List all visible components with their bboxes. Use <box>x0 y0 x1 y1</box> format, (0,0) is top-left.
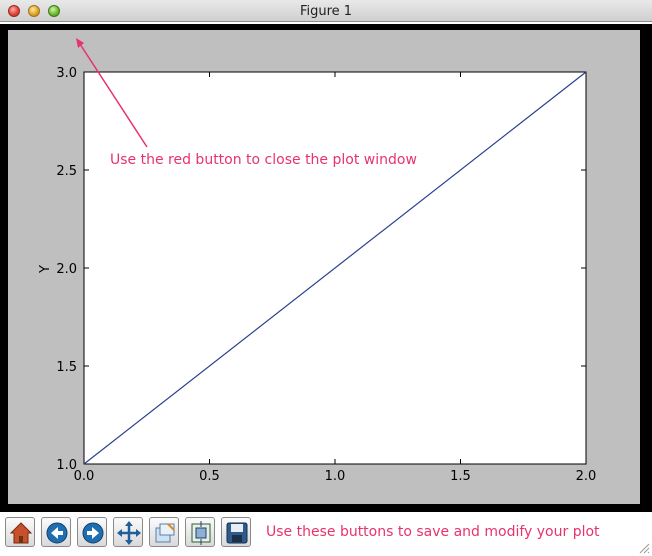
axis-ticks: 0.0 0.5 1.0 1.5 2.0 1.0 1.5 2.0 2.5 3.0 <box>56 66 596 484</box>
pan-button[interactable] <box>113 517 143 547</box>
save-button[interactable] <box>221 517 251 547</box>
x-tick-label: 1.5 <box>450 469 471 484</box>
zoom-window-button[interactable] <box>48 5 60 17</box>
resize-grip-icon[interactable] <box>638 542 650 554</box>
x-tick-label: 0.0 <box>74 469 95 484</box>
y-tick-label: 2.5 <box>56 164 77 179</box>
x-tick-label: 2.0 <box>576 469 597 484</box>
save-icon <box>226 522 248 544</box>
home-icon <box>9 522 33 544</box>
window-title: Figure 1 <box>299 4 353 19</box>
subplots-button[interactable] <box>185 517 215 547</box>
x-tick-label: 0.5 <box>199 469 220 484</box>
navigation-toolbar: Use these buttons to save and modify you… <box>0 512 652 556</box>
series-line-0 <box>83 71 587 465</box>
y-tick-label: 1.0 <box>56 458 77 473</box>
forward-button[interactable] <box>77 517 107 547</box>
back-arrow-icon <box>46 522 68 544</box>
forward-arrow-icon <box>82 522 104 544</box>
plot-svg: 0.0 0.5 1.0 1.5 2.0 1.0 1.5 2.0 2.5 3.0 Y Use the… <box>38 38 596 484</box>
zoom-button[interactable] <box>149 517 179 547</box>
toolbar-hint-text: Use these buttons to save and modify you… <box>266 524 600 540</box>
y-tick-label: 3.0 <box>56 66 77 81</box>
series-group <box>83 71 587 465</box>
y-axis-label: Y <box>38 265 53 274</box>
y-tick-label: 1.5 <box>56 360 77 375</box>
y-tick-label: 2.0 <box>56 262 77 277</box>
minimize-button[interactable] <box>28 5 40 17</box>
figure-canvas[interactable]: 0.0 0.5 1.0 1.5 2.0 1.0 1.5 2.0 2.5 3.0 Y Use the… <box>0 24 652 512</box>
subplots-icon <box>191 521 211 545</box>
home-button[interactable] <box>5 517 35 547</box>
zoom-icon <box>155 523 175 543</box>
close-hint-text: Use the red button to close the plot win… <box>110 152 417 168</box>
title-bar[interactable]: Figure 1 <box>0 0 652 22</box>
pan-icon <box>117 521 141 545</box>
x-tick-label: 1.0 <box>325 469 346 484</box>
close-button[interactable] <box>8 5 20 17</box>
close-hint-arrow <box>76 38 148 148</box>
back-button[interactable] <box>41 517 71 547</box>
